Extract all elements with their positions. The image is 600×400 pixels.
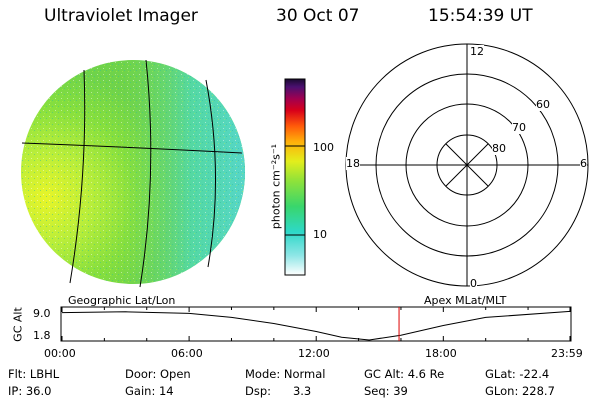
date-label: 30 Oct 07 — [276, 6, 360, 26]
longitude-line — [139, 59, 152, 288]
info-glon: GLon: 228.7 — [485, 384, 555, 398]
timeline-left-label: Geographic Lat/Lon — [68, 294, 176, 307]
timeline-right-label: Apex MLat/MLT — [424, 294, 507, 307]
info-filter: Flt: LBHL — [8, 367, 60, 381]
mlat-label-60: 60 — [536, 98, 550, 111]
mlat-label-80: 80 — [492, 142, 506, 155]
timeline-x-tick: 12:00 — [298, 347, 330, 360]
colorbar-tick-label: 10 — [313, 228, 327, 241]
latitude-line — [21, 142, 243, 154]
polar-plot — [345, 43, 589, 287]
timeline-y-axis-label: GC Alt — [11, 307, 25, 342]
info-gain: Gain: 14 — [125, 384, 174, 398]
timeline-x-tick: 23:59 — [551, 347, 583, 360]
info-door: Door: Open — [125, 367, 191, 381]
timeline-y-tick: 1.8 — [33, 329, 51, 342]
time-label: 15:54:39 UT — [428, 6, 533, 26]
mlat-label-70: 70 — [512, 121, 526, 134]
timeline-x-tick: 06:00 — [171, 347, 203, 360]
info-dsp: Dsp: 3.3 — [245, 384, 312, 398]
colorbar-tick-label: 100 — [313, 141, 334, 154]
timeline-y-tick: 9.0 — [33, 307, 51, 320]
mlt-label-0: 0 — [470, 277, 477, 290]
info-ip: IP: 36.0 — [8, 384, 52, 398]
timeline-x-tick: 00:00 — [44, 347, 76, 360]
mlt-label-12: 12 — [470, 45, 484, 58]
colorbar-unit-label: photon cm⁻²s⁻¹ — [269, 143, 283, 230]
timeline-x-tick: 18:00 — [425, 347, 457, 360]
app-title: Ultraviolet Imager — [44, 6, 198, 26]
mlt-label-18: 18 — [346, 157, 360, 170]
longitude-line — [69, 69, 86, 284]
color-bar — [284, 78, 306, 276]
longitude-line — [205, 79, 216, 268]
info-mode: Mode: Normal — [245, 367, 326, 381]
mlt-label-6: 6 — [580, 157, 587, 170]
info-glat: GLat: -22.4 — [485, 367, 550, 381]
altitude-series-line — [61, 310, 571, 341]
info-gc-alt: GC Alt: 4.6 Re — [364, 367, 445, 381]
uv-image-disk — [21, 59, 245, 288]
info-seq: Seq: 39 — [364, 384, 408, 398]
altitude-timeline — [60, 306, 572, 342]
